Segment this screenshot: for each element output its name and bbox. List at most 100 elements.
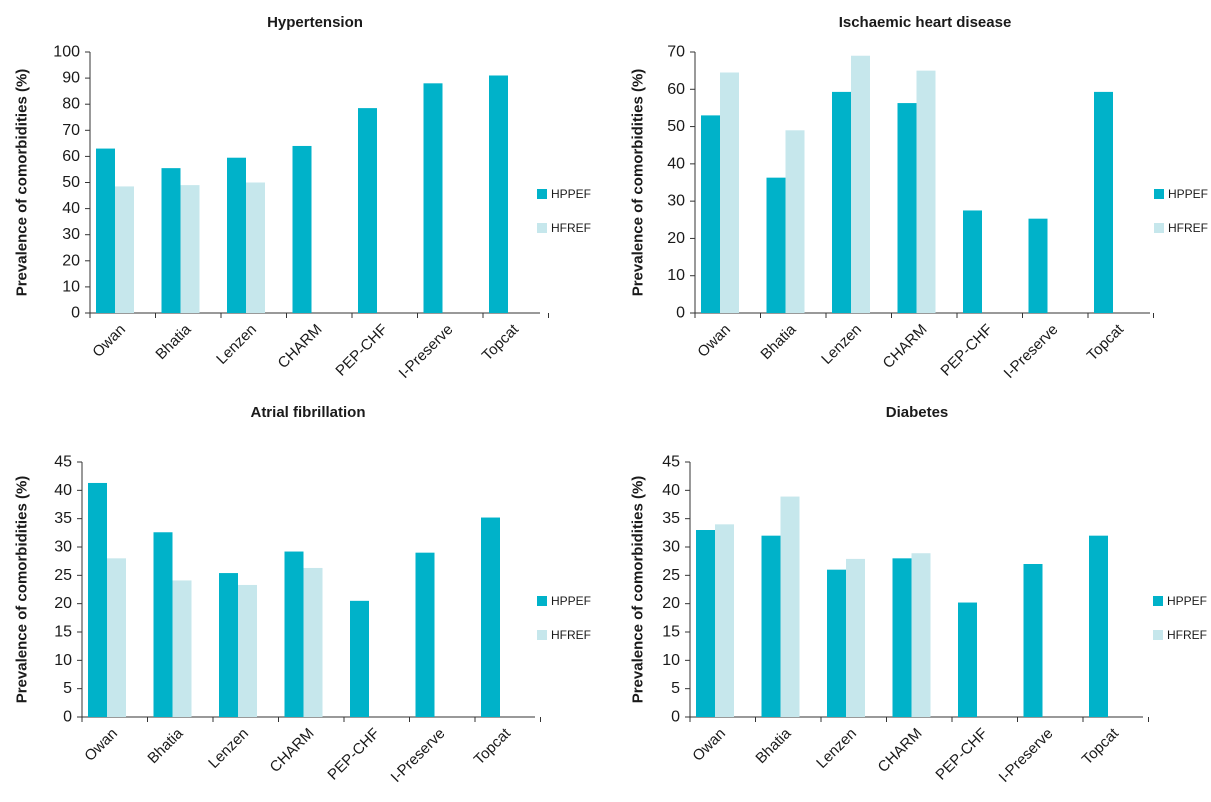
x-tick-label-i-preserve: I-Preserve bbox=[396, 321, 457, 382]
bar-hppef-i-preserve bbox=[423, 83, 443, 313]
x-tick-label-owan: Owan bbox=[81, 725, 121, 765]
bar-hppef-bhatia bbox=[761, 535, 781, 717]
bar-hppef-charm bbox=[892, 558, 912, 717]
y-tick-label: 45 bbox=[54, 454, 72, 471]
bar-hppef-owan bbox=[96, 148, 115, 313]
legend-swatch-hfref bbox=[537, 630, 547, 640]
y-tick-label: 45 bbox=[662, 454, 680, 471]
bar-hppef-i-preserve bbox=[415, 552, 435, 717]
x-tick-label-charm: CHARM bbox=[275, 321, 326, 372]
bar-hppef-lenzen bbox=[827, 569, 846, 717]
y-tick-label: 35 bbox=[662, 510, 680, 527]
y-tick-label: 20 bbox=[54, 595, 72, 612]
y-tick-label: 5 bbox=[63, 680, 72, 697]
bar-hppef-bhatia bbox=[161, 168, 181, 313]
bar-hppef-topcat bbox=[1089, 535, 1108, 717]
bar-hfref-owan bbox=[115, 186, 134, 313]
x-tick-label-owan: Owan bbox=[694, 321, 734, 361]
x-tick-label-lenzen: Lenzen bbox=[205, 725, 252, 772]
legend-swatch-hppef bbox=[537, 189, 547, 199]
bar-hppef-topcat bbox=[1094, 91, 1113, 313]
bar-hfref-bhatia bbox=[180, 185, 200, 313]
bar-hppef-pep-chf bbox=[958, 602, 977, 717]
y-tick-label: 35 bbox=[54, 510, 72, 527]
chart-panel-ischaemic-heart-disease: Ischaemic heart disease Prevalence of com… bbox=[630, 14, 1209, 382]
legend-swatch-hfref bbox=[1154, 223, 1164, 233]
bar-hfref-bhatia bbox=[780, 496, 800, 717]
legend-label-hfref: HFREF bbox=[1168, 221, 1208, 235]
y-tick-label: 10 bbox=[54, 652, 72, 669]
bar-hppef-charm bbox=[897, 103, 917, 314]
bar-hppef-lenzen bbox=[227, 157, 246, 313]
bar-hfref-lenzen bbox=[846, 558, 865, 717]
x-tick-label-charm: CHARM bbox=[875, 725, 926, 776]
x-tick-label-i-preserve: I-Preserve bbox=[388, 725, 449, 786]
y-tick-label: 0 bbox=[71, 305, 80, 322]
legend: HPPEF HFREF bbox=[537, 187, 591, 235]
x-tick-label-charm: CHARM bbox=[880, 321, 931, 372]
legend-swatch-hfref bbox=[537, 223, 547, 233]
y-tick-label: 40 bbox=[62, 200, 80, 217]
y-tick-label: 40 bbox=[54, 482, 72, 499]
legend-label-hfref: HFREF bbox=[551, 221, 591, 235]
bar-hppef-bhatia bbox=[766, 177, 786, 313]
bar-hppef-bhatia bbox=[153, 532, 173, 717]
x-tick-label-pep-chf: PEP-CHF bbox=[937, 321, 996, 380]
x-tick-label-pep-chf: PEP-CHF bbox=[324, 725, 383, 784]
chart-title: Atrial fibrillation bbox=[250, 404, 365, 421]
x-tick-label-bhatia: Bhatia bbox=[757, 321, 800, 364]
bar-hppef-charm bbox=[284, 551, 304, 717]
chart-panel-diabetes: Diabetes Prevalence of comorbidities (%) 0… bbox=[630, 404, 1208, 786]
bar-hppef-i-preserve bbox=[1028, 218, 1048, 313]
bar-hfref-lenzen bbox=[851, 55, 870, 313]
bar-hfref-charm bbox=[911, 553, 931, 717]
legend-label-hfref: HFREF bbox=[551, 628, 591, 642]
y-tick-label: 25 bbox=[662, 567, 680, 584]
x-tick-label-topcat: Topcat bbox=[471, 724, 515, 768]
x-tick-label-topcat: Topcat bbox=[1079, 724, 1123, 768]
y-tick-label: 70 bbox=[667, 44, 685, 61]
bar-hfref-lenzen bbox=[246, 182, 265, 313]
bar-hfref-owan bbox=[720, 72, 739, 313]
y-tick-label: 30 bbox=[54, 539, 72, 556]
y-tick-label: 0 bbox=[676, 305, 685, 322]
y-tick-label: 20 bbox=[667, 230, 685, 247]
y-tick-label: 15 bbox=[662, 624, 680, 641]
x-tick-label-i-preserve: I-Preserve bbox=[996, 725, 1057, 786]
legend-label-hppef: HPPEF bbox=[1167, 594, 1207, 608]
x-tick-label-charm: CHARM bbox=[267, 725, 318, 776]
chart-panel-hypertension: Hypertension Prevalence of comorbidities … bbox=[14, 14, 592, 382]
bar-hfref-bhatia bbox=[785, 130, 805, 313]
y-tick-label: 5 bbox=[671, 680, 680, 697]
x-tick-label-owan: Owan bbox=[89, 321, 129, 361]
y-tick-label: 70 bbox=[62, 122, 80, 139]
x-tick-label-bhatia: Bhatia bbox=[752, 725, 795, 768]
y-axis-label: Prevalence of comorbidities (%) bbox=[14, 476, 31, 704]
y-tick-label: 10 bbox=[662, 652, 680, 669]
x-tick-label-topcat: Topcat bbox=[1084, 320, 1128, 364]
x-tick-label-lenzen: Lenzen bbox=[818, 321, 865, 368]
x-tick-label-topcat: Topcat bbox=[479, 320, 523, 364]
bar-hppef-owan bbox=[701, 115, 720, 313]
x-tick-label-pep-chf: PEP-CHF bbox=[332, 321, 391, 380]
chart-title: Hypertension bbox=[267, 14, 363, 31]
legend-swatch-hppef bbox=[1154, 189, 1164, 199]
bar-hppef-topcat bbox=[481, 517, 500, 717]
bar-hppef-pep-chf bbox=[358, 108, 377, 314]
y-axis-label: Prevalence of comorbidities (%) bbox=[630, 476, 647, 704]
chart-title: Ischaemic heart disease bbox=[839, 14, 1012, 31]
legend: HPPEF HFREF bbox=[537, 594, 591, 642]
legend-swatch-hfref bbox=[1153, 630, 1163, 640]
y-tick-label: 20 bbox=[62, 252, 80, 269]
y-tick-label: 30 bbox=[662, 539, 680, 556]
bar-hppef-owan bbox=[696, 530, 715, 717]
y-tick-label: 15 bbox=[54, 624, 72, 641]
bar-hppef-charm bbox=[292, 145, 312, 313]
y-tick-label: 100 bbox=[53, 44, 80, 61]
y-tick-label: 0 bbox=[671, 709, 680, 726]
x-tick-label-bhatia: Bhatia bbox=[144, 725, 187, 768]
legend: HPPEF HFREF bbox=[1153, 594, 1207, 642]
bar-hfref-owan bbox=[107, 558, 126, 717]
